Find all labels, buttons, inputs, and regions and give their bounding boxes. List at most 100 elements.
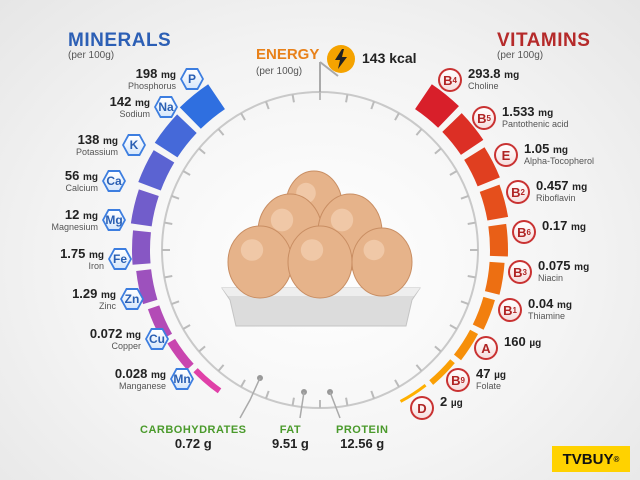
vitamin-segment xyxy=(453,329,479,361)
vitamin-letter: B xyxy=(513,264,523,280)
mineral-name: Copper xyxy=(111,341,141,351)
mineral-symbol-badge: Cu xyxy=(145,328,169,350)
macro-item: PROTEIN 12.56 g xyxy=(336,424,388,451)
vitamin-unit: mg xyxy=(538,108,554,119)
mineral-symbol-badge: Mg xyxy=(102,209,126,231)
vitamin-segment xyxy=(429,359,455,385)
egg xyxy=(287,225,353,299)
mineral-segment xyxy=(138,150,175,191)
vitamin-unit: µg xyxy=(450,398,463,409)
mineral-symbol: Cu xyxy=(147,330,167,348)
vitamin-amount: 47 xyxy=(476,366,491,381)
mineral-symbol: Fe xyxy=(110,250,130,268)
ring-tick xyxy=(291,397,295,406)
mineral-row: 56 mg Calcium xyxy=(65,168,98,193)
vitamin-amount: 1.05 xyxy=(524,141,550,156)
ring-tick xyxy=(171,195,180,200)
mineral-amount: 12 xyxy=(64,207,80,222)
vitamin-amount: 0.075 xyxy=(538,258,571,273)
vitamin-letter: B xyxy=(477,110,487,126)
ring-tick xyxy=(291,94,295,103)
mineral-row: 0.072 mg Copper xyxy=(90,326,141,351)
mineral-unit: mg xyxy=(151,370,166,381)
vitamin-subscript: 3 xyxy=(522,267,527,277)
logo-mark: ® xyxy=(613,454,620,464)
vitamin-row: 293.8 mg Choline xyxy=(468,66,519,91)
egg-highlight xyxy=(363,239,385,261)
ring-tick xyxy=(370,101,375,110)
egg xyxy=(227,225,293,299)
mineral-name: Calcium xyxy=(65,183,98,193)
ring-tick xyxy=(394,379,400,388)
energy-value: 143 kcal xyxy=(362,50,417,66)
macro-item: FAT 9.51 g xyxy=(272,424,309,451)
mineral-name: Iron xyxy=(88,261,104,271)
ring-tick xyxy=(345,94,349,103)
vitamin-unit: mg xyxy=(504,70,520,81)
mineral-symbol: Na xyxy=(156,98,176,116)
ring-tick xyxy=(217,128,225,136)
macro-item: CARBOHYDRATES 0.72 g xyxy=(140,424,247,451)
vitamin-letter: D xyxy=(417,400,427,416)
vitamin-subscript: 9 xyxy=(460,375,465,385)
mineral-name: Phosphorus xyxy=(127,81,176,91)
ring-tick xyxy=(164,221,173,225)
mineral-row: 1.29 mg Zinc xyxy=(72,286,116,311)
mineral-name: Potassium xyxy=(75,147,118,157)
vitamin-row: 160 µg xyxy=(504,334,541,349)
ring-tick xyxy=(182,170,191,176)
ring-tick xyxy=(394,112,400,121)
vitamin-badge: A xyxy=(474,336,498,360)
vitamin-subscript: 5 xyxy=(486,113,491,123)
mineral-unit: mg xyxy=(161,70,176,81)
ring-tick xyxy=(240,112,246,121)
ring-tick xyxy=(415,364,423,372)
mineral-segment xyxy=(167,338,194,370)
mineral-segment xyxy=(154,114,197,158)
mineral-name: Sodium xyxy=(119,109,150,119)
egg-highlight xyxy=(330,208,354,232)
mineral-symbol: K xyxy=(124,136,144,154)
lightning-icon xyxy=(327,45,355,73)
vitamin-name: Riboflavin xyxy=(536,193,576,203)
vitamin-badge: D xyxy=(410,396,434,420)
egg-highlight xyxy=(270,208,294,232)
mineral-amount: 142 xyxy=(109,94,132,109)
vitamins-subtitle: (per 100g) xyxy=(497,50,544,61)
vitamin-segment xyxy=(488,223,508,257)
ring-tick xyxy=(370,390,375,399)
egg-highlight xyxy=(300,239,324,261)
vitamin-unit: mg xyxy=(570,222,586,233)
vitamin-amount: 0.04 xyxy=(528,296,554,311)
logo-text: TVBUY xyxy=(562,450,614,468)
macro-title: FAT xyxy=(279,424,302,436)
mineral-symbol-badge: Na xyxy=(154,96,178,118)
mineral-segment xyxy=(130,189,159,227)
mineral-symbol-badge: Ca xyxy=(102,170,126,192)
ring-tick xyxy=(449,324,458,330)
mineral-name: Zinc xyxy=(98,301,116,311)
ring-tick xyxy=(467,221,476,225)
vitamin-letter: B xyxy=(443,72,453,88)
mineral-amount: 0.072 xyxy=(89,326,123,341)
mineral-segment xyxy=(132,230,151,265)
mineral-row: 198 mg Phosphorus xyxy=(128,66,176,91)
vitamin-name: Thiamine xyxy=(528,311,566,321)
egg xyxy=(351,227,413,297)
macro-value: 9.51 g xyxy=(272,436,309,451)
vitamin-segment xyxy=(399,383,427,403)
macro-value: 12.56 g xyxy=(340,436,385,451)
macro-title: CARBOHYDRATES xyxy=(140,424,247,436)
mineral-segment xyxy=(193,368,222,394)
vitamin-segment xyxy=(472,296,495,330)
vitamin-name: Choline xyxy=(468,81,499,91)
mineral-row: 138 mg Potassium xyxy=(76,132,118,157)
vitamin-segment xyxy=(415,84,459,128)
vitamin-unit: µg xyxy=(494,370,506,381)
